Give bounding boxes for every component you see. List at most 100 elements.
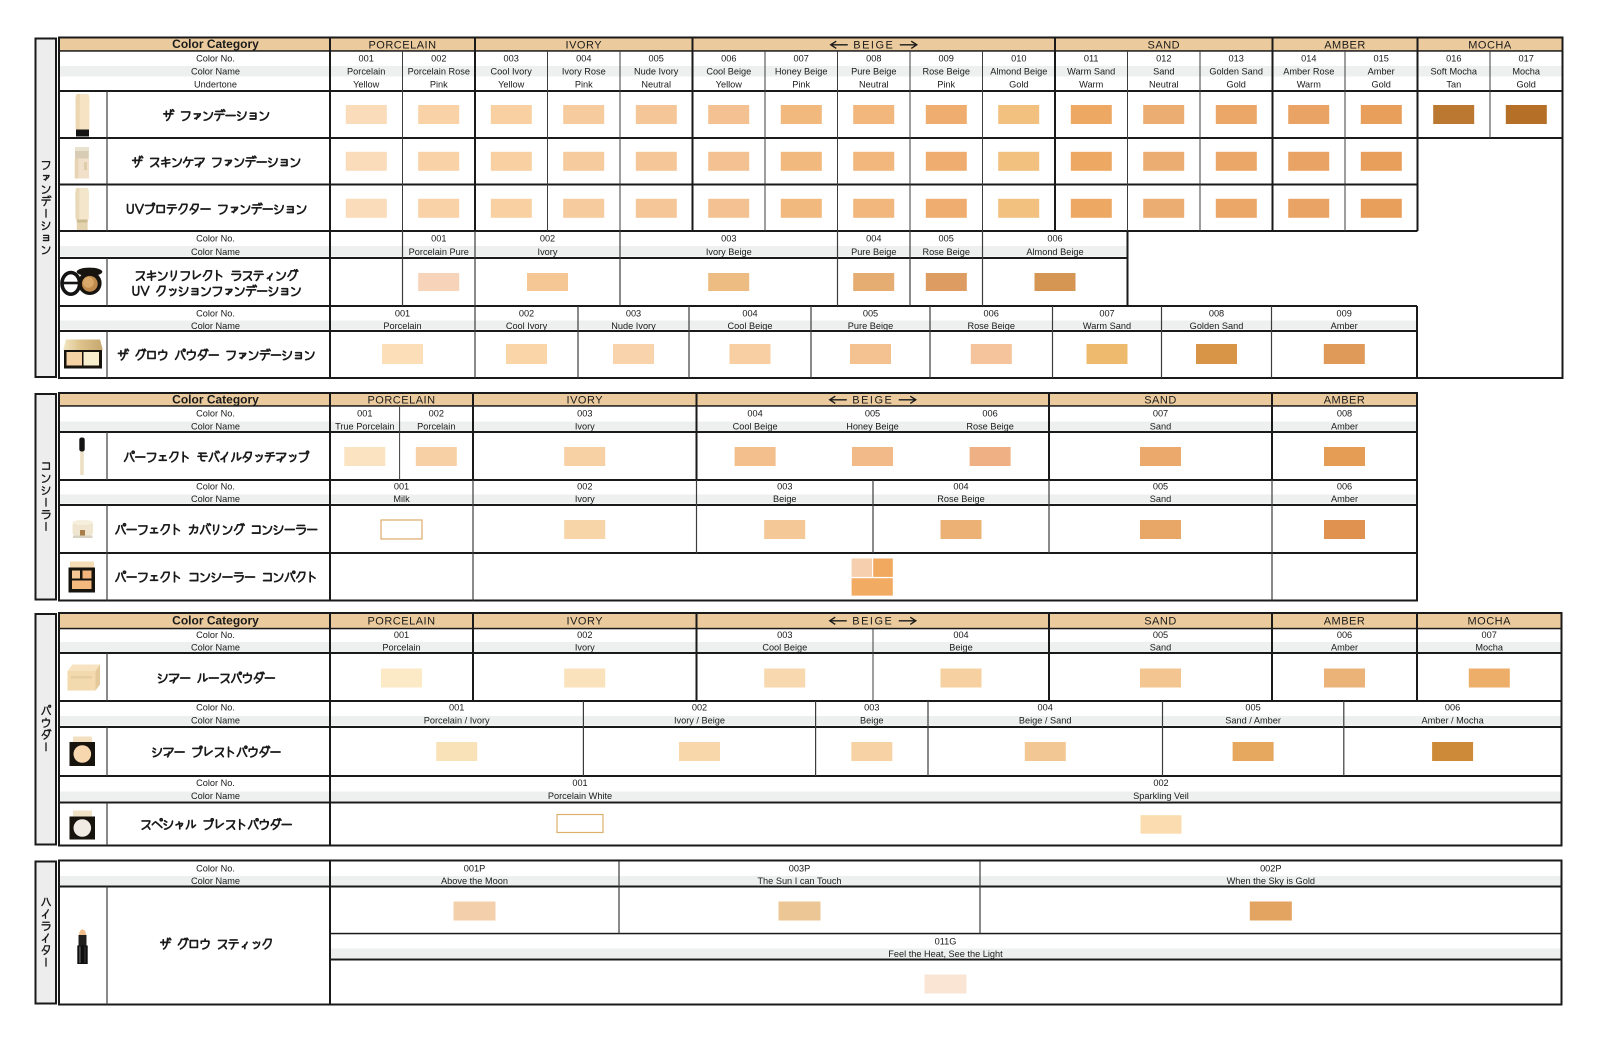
svg-text:Amber / Mocha: Amber / Mocha [1421, 716, 1484, 726]
svg-text:Beige / Sand: Beige / Sand [1019, 716, 1072, 726]
svg-text:007: 007 [794, 54, 809, 64]
svg-text:Sand: Sand [1153, 67, 1174, 77]
svg-text:Color Name: Color Name [191, 321, 240, 331]
svg-text:Almond Beige: Almond Beige [1026, 247, 1083, 257]
svg-text:True Porcelain: True Porcelain [335, 422, 394, 432]
svg-text:Gold: Gold [1009, 80, 1028, 90]
svg-text:007: 007 [1099, 309, 1114, 319]
svg-text:Neutral: Neutral [859, 80, 889, 90]
svg-text:Ivory: Ivory [575, 494, 595, 504]
svg-text:Warm Sand: Warm Sand [1083, 321, 1131, 331]
svg-text:Ivory: Ivory [575, 422, 595, 432]
svg-text:002: 002 [692, 703, 707, 713]
svg-text:008: 008 [1209, 309, 1224, 319]
svg-text:003: 003 [721, 234, 736, 244]
svg-text:Rose Beige: Rose Beige [922, 67, 970, 77]
svg-text:Color Name: Color Name [191, 247, 240, 257]
svg-text:Neutral: Neutral [641, 80, 671, 90]
svg-text:003: 003 [777, 482, 792, 492]
svg-text:Ivory / Beige: Ivory / Beige [674, 716, 725, 726]
svg-text:Pure Beige: Pure Beige [851, 67, 896, 77]
svg-text:012: 012 [1156, 54, 1171, 64]
svg-text:001P: 001P [464, 864, 485, 874]
svg-text:Ivory Rose: Ivory Rose [562, 67, 606, 77]
svg-text:Feel the Heat, See the Light: Feel the Heat, See the Light [888, 949, 1003, 959]
svg-text:Pure Beige: Pure Beige [848, 321, 893, 331]
svg-text:002: 002 [1153, 778, 1168, 788]
svg-text:009: 009 [1337, 309, 1352, 319]
svg-text:001: 001 [394, 482, 409, 492]
svg-text:Porcelain Rose: Porcelain Rose [408, 67, 470, 77]
svg-text:003: 003 [626, 309, 641, 319]
svg-text:Color No.: Color No. [196, 703, 235, 713]
svg-text:Porcelain: Porcelain [383, 321, 421, 331]
svg-text:Porcelain / Ivory: Porcelain / Ivory [424, 716, 490, 726]
svg-text:Sand: Sand [1150, 494, 1171, 504]
svg-text:Pink: Pink [792, 80, 810, 90]
svg-text:Color No.: Color No. [196, 778, 235, 788]
svg-text:005: 005 [1153, 630, 1168, 640]
svg-text:SAND: SAND [1144, 615, 1177, 627]
svg-text:Amber: Amber [1368, 67, 1395, 77]
svg-text:Porcelain: Porcelain [417, 422, 455, 432]
svg-text:Amber: Amber [1331, 494, 1358, 504]
svg-text:MOCHA: MOCHA [1467, 615, 1511, 627]
svg-text:PORCELAIN: PORCELAIN [368, 40, 436, 52]
svg-text:Ivory: Ivory [538, 247, 558, 257]
svg-text:Cool Beige: Cool Beige [728, 321, 773, 331]
svg-text:Color No.: Color No. [196, 234, 235, 244]
svg-text:002: 002 [519, 309, 534, 319]
svg-text:SAND: SAND [1148, 40, 1181, 52]
svg-text:005: 005 [1245, 703, 1260, 713]
svg-text:Above the Moon: Above the Moon [441, 876, 508, 886]
svg-text:007: 007 [1482, 630, 1497, 640]
svg-text:009: 009 [939, 54, 954, 64]
svg-text:Pink: Pink [575, 80, 593, 90]
svg-text:Cool Beige: Cool Beige [706, 67, 751, 77]
svg-text:Ivory: Ivory [575, 643, 595, 653]
svg-text:001: 001 [395, 309, 410, 319]
svg-text:IVORY: IVORY [566, 40, 603, 52]
svg-text:Warm Sand: Warm Sand [1067, 67, 1115, 77]
svg-text:Gold: Gold [1371, 80, 1390, 90]
svg-text:Cool Ivory: Cool Ivory [506, 321, 548, 331]
svg-text:001: 001 [449, 703, 464, 713]
svg-text:006: 006 [1047, 234, 1062, 244]
svg-text:Almond Beige: Almond Beige [990, 67, 1047, 77]
svg-text:Sand: Sand [1150, 643, 1171, 653]
svg-text:008: 008 [1337, 409, 1352, 419]
svg-text:002: 002 [431, 54, 446, 64]
svg-text:001: 001 [359, 54, 374, 64]
svg-text:AMBER: AMBER [1324, 615, 1366, 627]
svg-text:Color Category: Color Category [172, 393, 259, 407]
svg-text:006: 006 [1445, 703, 1460, 713]
svg-text:017: 017 [1519, 54, 1534, 64]
svg-text:003P: 003P [789, 864, 810, 874]
svg-text:Rose Beige: Rose Beige [937, 494, 985, 504]
svg-text:Porcelain White: Porcelain White [548, 791, 612, 801]
svg-text:Golden Sand: Golden Sand [1190, 321, 1244, 331]
svg-text:004: 004 [1038, 703, 1053, 713]
svg-text:001: 001 [357, 409, 372, 419]
svg-text:Cool Ivory: Cool Ivory [491, 67, 533, 77]
svg-text:Porcelain: Porcelain [347, 67, 385, 77]
svg-text:Honey Beige: Honey Beige [775, 67, 828, 77]
svg-text:002: 002 [577, 630, 592, 640]
svg-text:Sand / Amber: Sand / Amber [1225, 716, 1281, 726]
svg-text:003: 003 [777, 630, 792, 640]
svg-text:Mocha: Mocha [1475, 643, 1503, 653]
svg-text:006: 006 [1337, 630, 1352, 640]
svg-text:Golden Sand: Golden Sand [1209, 67, 1263, 77]
svg-text:Rose Beige: Rose Beige [966, 422, 1014, 432]
svg-text:PORCELAIN: PORCELAIN [367, 615, 435, 627]
svg-text:Color Name: Color Name [191, 494, 240, 504]
svg-text:Ivory Beige: Ivory Beige [706, 247, 752, 257]
svg-text:Color No.: Color No. [196, 864, 235, 874]
svg-text:MOCHA: MOCHA [1468, 40, 1512, 52]
svg-text:Amber: Amber [1331, 321, 1358, 331]
svg-text:Color Name: Color Name [191, 643, 240, 653]
svg-text:016: 016 [1446, 54, 1461, 64]
svg-text:Rose Beige: Rose Beige [922, 247, 970, 257]
svg-text:Warm: Warm [1079, 80, 1103, 90]
svg-text:Cool Beige: Cool Beige [762, 643, 807, 653]
